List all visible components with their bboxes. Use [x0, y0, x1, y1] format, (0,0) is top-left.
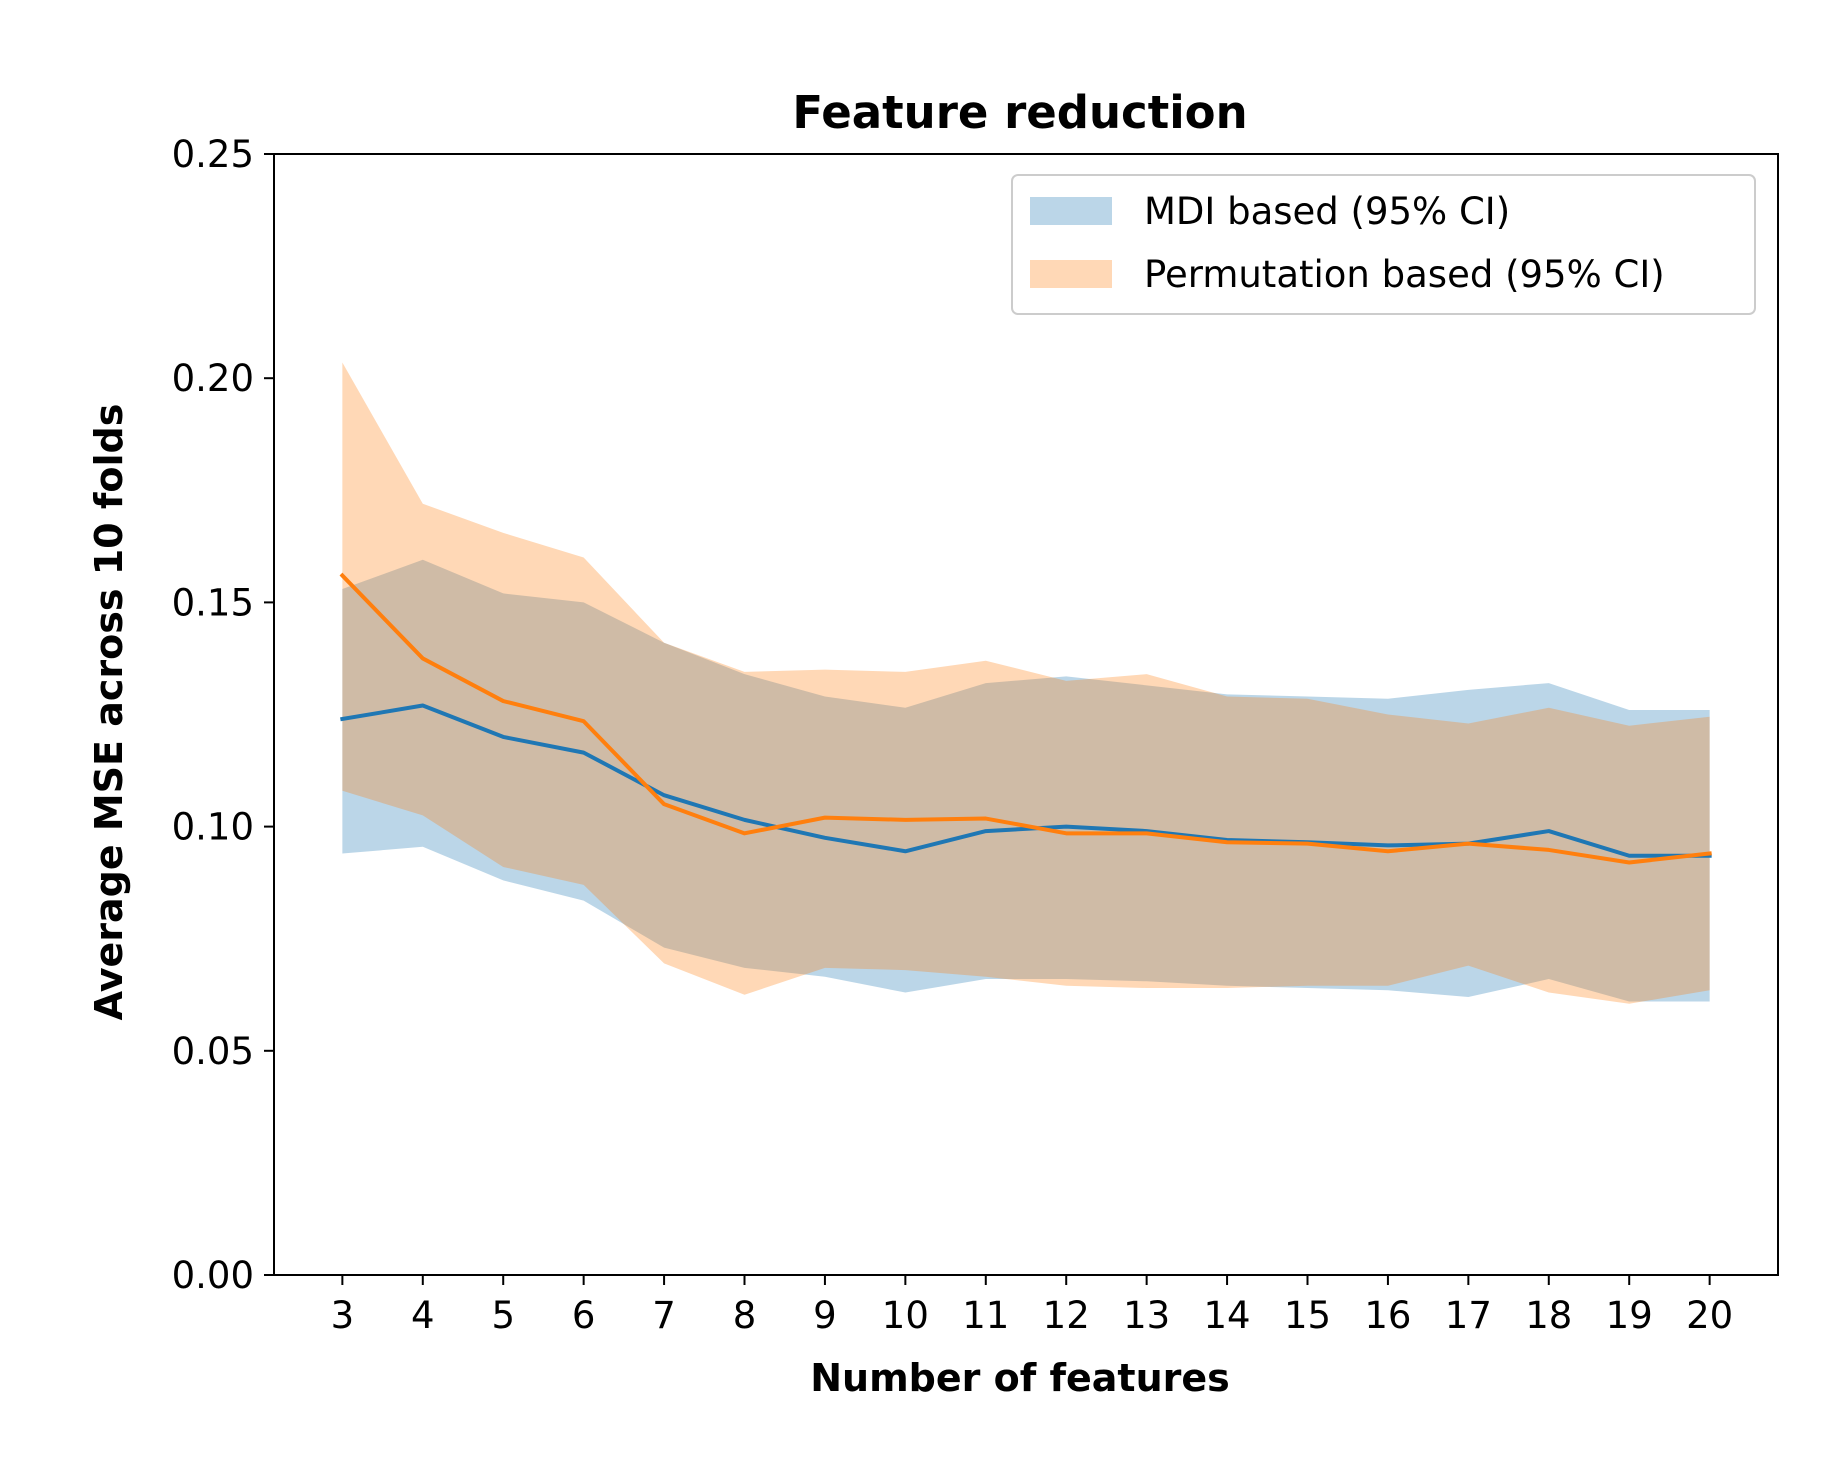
x-tick-label: 18 [1525, 1294, 1572, 1337]
y-tick-label: 0.20 [172, 357, 254, 400]
legend-swatch-2 [1030, 260, 1112, 288]
y-tick-label: 0.05 [172, 1030, 254, 1073]
legend-box [1011, 174, 1756, 315]
plot-frame [273, 153, 1779, 1276]
x-tick-label: 7 [652, 1294, 676, 1337]
x-tick-label: 8 [733, 1294, 757, 1337]
x-tick-label: 16 [1364, 1294, 1411, 1337]
legend: MDI based (95% CI) Permutation based (95%… [1011, 174, 1756, 315]
mean-line-2 [339, 572, 1712, 865]
mean-line-1 [340, 703, 1712, 858]
x-tick-label: 4 [411, 1294, 435, 1337]
confidence-band-1 [342, 559, 1710, 1002]
chart-title: Feature reduction [792, 86, 1247, 139]
y-axis-ticks: 0.00 0.05 0.10 0.15 0.20 0.25 [172, 133, 274, 1297]
mean-lines [339, 572, 1712, 865]
x-tick-label: 15 [1284, 1294, 1331, 1337]
x-tick-label: 12 [1043, 1294, 1090, 1337]
legend-swatch-1 [1030, 197, 1112, 225]
y-tick-label: 0.10 [172, 806, 254, 849]
x-tick-label: 5 [491, 1294, 515, 1337]
y-tick-label: 0.15 [172, 581, 254, 624]
legend-label-2: Permutation based (95% CI) [1144, 253, 1665, 296]
x-axis-ticks: 3 4 5 6 7 8 9 10 11 12 13 14 15 16 17 18 19 20 [331, 1275, 1733, 1337]
y-axis-title: Average MSE across 10 folds [87, 404, 131, 1021]
x-tick-label: 10 [882, 1294, 929, 1337]
x-tick-label: 6 [572, 1294, 596, 1337]
y-tick-label: 0.25 [172, 133, 254, 176]
y-tick-label: 0.00 [172, 1254, 254, 1297]
x-tick-label: 17 [1445, 1294, 1492, 1337]
x-tick-label: 11 [962, 1294, 1009, 1337]
x-tick-label: 14 [1204, 1294, 1251, 1337]
x-tick-label: 9 [813, 1294, 837, 1337]
legend-label-1: MDI based (95% CI) [1144, 190, 1510, 233]
x-axis-title: Number of features [810, 1356, 1230, 1400]
x-tick-label: 13 [1123, 1294, 1170, 1337]
x-tick-label: 3 [331, 1294, 355, 1337]
x-tick-label: 19 [1606, 1294, 1653, 1337]
x-tick-label: 20 [1686, 1294, 1733, 1337]
